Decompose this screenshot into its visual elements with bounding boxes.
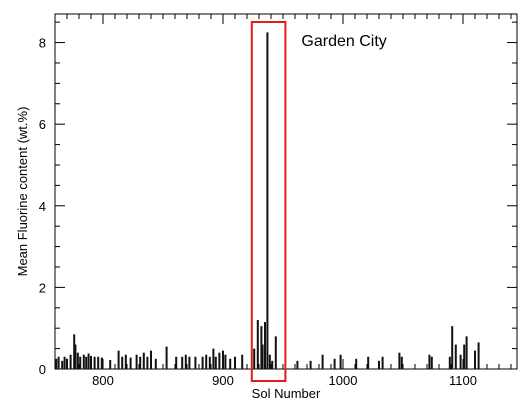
bar (222, 350, 224, 369)
bar (194, 356, 197, 369)
y-tick-label: 8 (39, 36, 46, 51)
x-tick-label: 1100 (449, 373, 477, 388)
bar (150, 350, 152, 369)
bar (175, 356, 178, 369)
bar (218, 352, 221, 369)
bar (264, 322, 266, 369)
bar (463, 344, 466, 369)
bar (76, 352, 79, 369)
bar (241, 354, 244, 369)
bar (55, 358, 58, 369)
bar (121, 356, 124, 369)
bar (90, 355, 92, 369)
x-axis-label: Sol Number (252, 386, 321, 401)
bar (400, 356, 403, 369)
bar (378, 360, 380, 369)
bar (271, 360, 274, 369)
x-tick-label: 1000 (329, 373, 358, 388)
bar (266, 32, 269, 370)
bar (74, 344, 77, 369)
y-tick-label: 2 (39, 280, 46, 295)
y-tick-label: 4 (39, 199, 46, 214)
bar (274, 336, 277, 369)
bar (212, 348, 215, 369)
bar (79, 356, 82, 369)
bar (448, 356, 451, 369)
bar (321, 354, 324, 369)
x-tick-labels: 800 900 1000 1100 (92, 373, 477, 388)
bar (430, 356, 433, 369)
bar (465, 336, 468, 369)
bar (135, 354, 138, 369)
bar (146, 356, 149, 369)
bar (57, 356, 60, 369)
bar (181, 356, 184, 369)
bar (451, 326, 454, 369)
bar (109, 360, 112, 369)
bar (85, 356, 88, 369)
bar (124, 354, 127, 369)
bar (97, 356, 100, 369)
bar (261, 344, 264, 369)
bar (333, 358, 336, 369)
bar (154, 358, 157, 369)
bar (477, 342, 480, 369)
bar (355, 358, 358, 369)
bar (142, 352, 145, 369)
x-tick-label: 900 (212, 373, 234, 388)
y-axis-label: Mean Fluorine content (wt.%) (15, 107, 30, 277)
bar (234, 356, 236, 369)
bar (367, 356, 370, 369)
bar (256, 320, 259, 369)
y-tick-label: 6 (39, 117, 46, 132)
bar (268, 354, 271, 369)
bar (428, 354, 431, 369)
bar (339, 354, 342, 369)
bar (66, 358, 68, 369)
bar-series (55, 32, 480, 370)
major-ticks (55, 14, 517, 370)
bar (253, 348, 256, 369)
bar (184, 354, 187, 369)
bar (93, 356, 96, 369)
minor-ticks (54, 14, 517, 369)
bar (208, 356, 211, 369)
bar (63, 356, 66, 369)
bar (224, 354, 227, 369)
bar (61, 360, 64, 369)
bar (100, 357, 103, 369)
bar (117, 350, 120, 369)
bar (398, 352, 401, 369)
bar (129, 357, 132, 369)
bar (309, 360, 312, 369)
x-tick-label: 800 (92, 373, 114, 388)
bar (201, 356, 204, 369)
bar (165, 346, 168, 369)
y-tick-label: 0 (39, 362, 46, 377)
y-tick-labels: 0 2 4 6 8 (39, 36, 46, 377)
bar (214, 356, 217, 369)
bar (296, 360, 299, 369)
garden-city-highlight-box (250, 21, 287, 382)
bar (474, 350, 476, 369)
bar (229, 358, 232, 369)
bar (205, 354, 208, 369)
bar (459, 354, 462, 369)
bar (73, 334, 76, 369)
bar (454, 344, 457, 369)
bar (69, 354, 72, 369)
garden-city-annotation: Garden City (301, 33, 386, 50)
bar (139, 356, 142, 369)
bar (381, 356, 384, 369)
bar (260, 326, 263, 369)
bar (188, 356, 191, 369)
bar (87, 353, 90, 369)
bar (82, 354, 85, 369)
